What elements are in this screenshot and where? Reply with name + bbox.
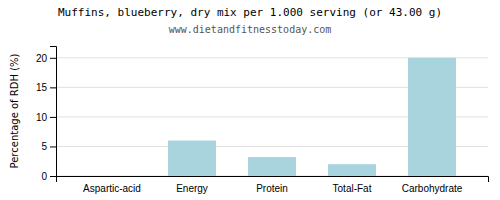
y-tick-mark — [50, 58, 56, 59]
y-tick-mark — [50, 117, 56, 118]
y-axis-line — [50, 47, 57, 177]
bar — [88, 176, 136, 177]
y-tick-mark — [50, 146, 56, 147]
y-tick-mark — [50, 176, 56, 177]
y-tick-label: 10 — [36, 112, 48, 123]
x-tick-label: Protein — [256, 183, 288, 194]
y-tick: 5 — [41, 141, 56, 152]
grid — [56, 58, 488, 176]
bar — [168, 141, 216, 176]
y-tick-label: 5 — [41, 141, 47, 152]
x-tick-label: Energy — [176, 183, 208, 194]
y-axis-title: Percentage of RDH (%) — [9, 53, 20, 168]
title: Muffins, blueberry, dry mix per 1.000 se… — [58, 6, 442, 19]
bar — [248, 157, 296, 176]
x-tick-label: Aspartic-acid — [83, 183, 141, 194]
subtitle: www.dietandfitnesstoday.com — [169, 24, 332, 35]
x-tick: Total-Fat — [333, 183, 372, 194]
y-tick-label: 20 — [36, 53, 48, 64]
bar — [328, 164, 376, 176]
x-tick: Carbohydrate — [402, 183, 463, 194]
y-tick: 0 — [41, 171, 56, 182]
y-tick: 20 — [36, 53, 56, 64]
x-tick-label: Carbohydrate — [402, 183, 463, 194]
plot: 0 5 10 15 20 Aspartic-acid Energy Protein Total-… — [9, 47, 489, 195]
y-tick: 15 — [36, 82, 56, 93]
y-tick: 10 — [36, 112, 56, 123]
bar — [408, 58, 456, 176]
x-tick-label: Total-Fat — [333, 183, 372, 194]
y-tick-mark — [50, 87, 56, 88]
x-axis: Aspartic-acid Energy Protein Total-Fat Carbo… — [57, 177, 489, 195]
x-tick: Aspartic-acid — [83, 183, 141, 194]
y-tick-label: 0 — [41, 171, 47, 182]
bars — [168, 58, 456, 176]
x-tick: Energy — [176, 183, 208, 194]
chart: Muffins, blueberry, dry mix per 1.000 se… — [0, 0, 500, 200]
x-tick: Protein — [256, 183, 288, 194]
y-axis: 0 5 10 15 20 — [36, 47, 57, 182]
y-tick-label: 15 — [36, 82, 48, 93]
x-axis-line — [57, 177, 489, 183]
